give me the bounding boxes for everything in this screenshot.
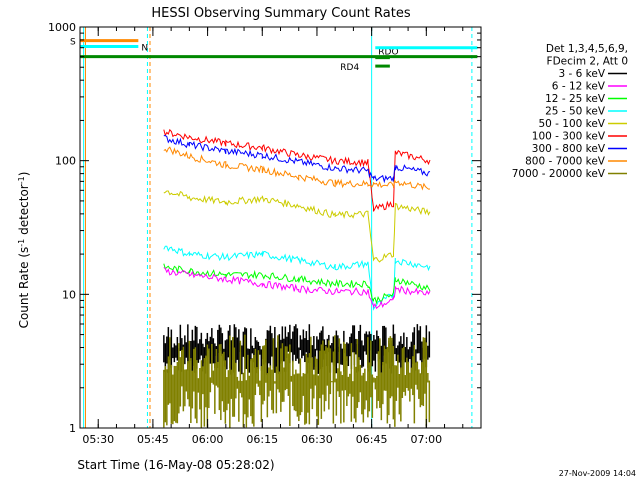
legend-label-8: 7000 - 20000 keV	[512, 168, 606, 180]
legend-label-0: 3 - 6 keV	[558, 68, 605, 80]
legend-label-1: 6 - 12 keV	[552, 81, 606, 93]
flag-label-3: RD4	[340, 63, 359, 73]
series-line-5	[163, 128, 431, 212]
x-tick-label: 06:00	[192, 433, 224, 446]
series-line-1	[163, 267, 431, 310]
y-tick-label: 10	[62, 288, 76, 301]
legend: Det 1,3,4,5,6,9,FDecim 2, Att 03 - 6 keV…	[512, 43, 628, 180]
series-line-2	[163, 263, 431, 305]
plot-area: S N RD4 RDO 1 10 100 1000 05:30 05:45 06:00 06:15 06…	[48, 21, 482, 446]
y-axis-label-sup1: -1	[17, 239, 26, 247]
footer-date: 27-Nov-2009 14:04	[559, 469, 636, 478]
y-axis-label-part2: detector	[17, 184, 31, 239]
flag-label-4: RDO	[378, 48, 398, 58]
series-line-7	[163, 146, 431, 191]
y-tick-label: 100	[55, 155, 76, 168]
x-axis-label: Start Time (16-May-08 05:28:02)	[77, 458, 274, 472]
legend-label-4: 50 - 100 keV	[538, 118, 605, 130]
x-tick-label: 06:45	[356, 433, 388, 446]
x-tick-label: 05:45	[137, 433, 169, 446]
chart-title: HESSI Observing Summary Count Rates	[151, 6, 410, 21]
y-tick-label: 1	[69, 422, 76, 435]
x-tick-label: 05:30	[82, 433, 114, 446]
y-axis-label-part3: )	[17, 172, 31, 177]
series-line-6	[163, 134, 431, 184]
legend-label-7: 800 - 7000 keV	[525, 156, 606, 168]
flag-label-0: S	[70, 38, 76, 48]
x-tick-label: 06:30	[301, 433, 333, 446]
y-axis-label: Count Rate (s-1 detector-1)	[17, 172, 32, 329]
y-axis-label-part1: Count Rate (s	[17, 247, 31, 329]
series-band-1	[163, 334, 431, 428]
x-tick-label: 06:15	[246, 433, 278, 446]
y-tick-label: 1000	[48, 21, 76, 34]
flag-label-1: N	[141, 43, 148, 53]
legend-header-line: Det 1,3,4,5,6,9,	[546, 43, 628, 55]
legend-label-2: 12 - 25 keV	[545, 93, 606, 105]
x-tick-label: 07:00	[410, 433, 442, 446]
legend-label-6: 300 - 800 keV	[532, 143, 606, 155]
legend-label-5: 100 - 300 keV	[532, 131, 606, 143]
y-axis-label-sup2: -1	[17, 176, 26, 184]
legend-header-line: FDecim 2, Att 0	[547, 56, 628, 68]
series-line-4	[163, 190, 431, 263]
legend-label-3: 25 - 50 keV	[545, 106, 606, 118]
